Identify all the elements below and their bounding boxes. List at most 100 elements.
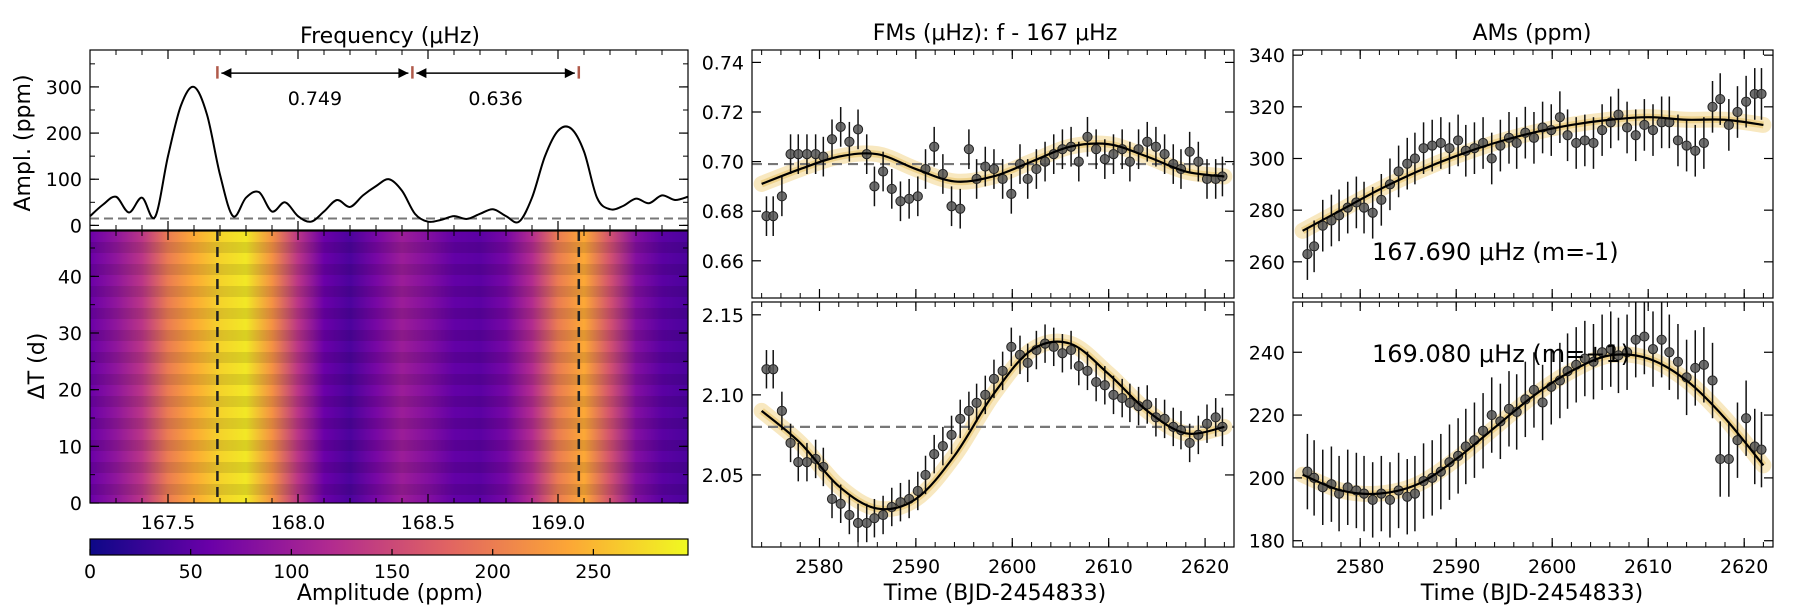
- panel-frame: [751, 49, 1235, 299]
- data-point: [776, 405, 787, 416]
- panel-heatmap: 0 10 20 30 40 167.5 168.0 168.5 169.0: [58, 230, 689, 534]
- y-tick-label: 0.70: [702, 152, 744, 174]
- data-point: [869, 513, 880, 524]
- x-tick-label: 2610: [1085, 556, 1133, 578]
- data-point: [971, 397, 982, 408]
- spacing-label-2: 0.636: [468, 88, 522, 110]
- data-point: [852, 517, 864, 529]
- data-point: [1588, 137, 1599, 149]
- data-point: [1184, 437, 1195, 449]
- data-point: [1741, 413, 1752, 424]
- y-tick-label: 100: [46, 169, 82, 191]
- data-point: [1537, 397, 1548, 408]
- colorbar-tick-label: 100: [273, 561, 309, 583]
- data-point: [1309, 241, 1320, 252]
- y-tick-label: 300: [1249, 149, 1285, 171]
- data-point: [1528, 132, 1540, 143]
- data-point: [861, 517, 872, 529]
- model-band: [1294, 346, 1772, 502]
- data-point: [776, 191, 787, 202]
- x-tick-label: 168.0: [271, 512, 325, 534]
- arrow-head-left: [221, 68, 232, 79]
- arrow-head-right: [564, 68, 575, 79]
- data-point: [1409, 488, 1421, 499]
- data-point: [1409, 153, 1421, 164]
- x-tick-label: 2580: [795, 556, 843, 578]
- panel-fm-bottom: 2.05 2.10 2.15 2580 2590 2600 2610 2620: [702, 301, 1235, 578]
- plot-area: [1294, 68, 1772, 280]
- data-point: [1108, 149, 1119, 160]
- data-point: [1486, 409, 1497, 421]
- data-point: [1605, 344, 1616, 355]
- data-point: [1201, 418, 1213, 429]
- data-point: [1142, 136, 1153, 147]
- data-point: [1715, 93, 1726, 105]
- y-tick-label: 0.68: [702, 201, 744, 223]
- data-point: [1358, 202, 1370, 213]
- data-point: [997, 365, 1008, 376]
- data-point: [1444, 143, 1455, 154]
- data-point: [1065, 344, 1077, 356]
- panel-fm-top: 0.66 0.68 0.70 0.72 0.74: [702, 49, 1235, 299]
- panel-am-top: 260 280 300 320 340: [1249, 45, 1774, 299]
- data-point: [1486, 153, 1497, 164]
- data-point: [929, 449, 940, 460]
- plot-area: [752, 107, 1234, 236]
- data-point: [1006, 341, 1017, 352]
- data-point: [801, 457, 813, 468]
- y-tick-label: 220: [1249, 405, 1285, 427]
- data-point: [988, 163, 1000, 175]
- data-point: [1006, 188, 1017, 199]
- data-point: [1031, 163, 1042, 175]
- data-point: [1664, 347, 1675, 358]
- data-point: [1022, 173, 1033, 185]
- panel-colorbar: 0 50 100 150 200 250: [84, 538, 689, 583]
- y-tick-label: 30: [58, 323, 82, 345]
- y-tick-label: 2.05: [702, 465, 744, 487]
- x-tick-label: 2590: [1432, 556, 1480, 578]
- model-band: [753, 333, 1233, 518]
- data-point: [1150, 141, 1162, 152]
- data-point: [826, 134, 838, 145]
- y-tick-label: 300: [46, 77, 82, 99]
- data-point: [1099, 154, 1110, 165]
- y-tick-label: 0.74: [702, 52, 744, 74]
- x-tick-label: 167.5: [141, 512, 195, 534]
- data-point: [1630, 130, 1641, 141]
- heatmap-frame: [89, 230, 689, 504]
- data-point: [1193, 156, 1204, 167]
- y-tick-label: 240: [1249, 342, 1285, 364]
- y-tick-label: 320: [1249, 97, 1285, 119]
- x-tick-label: 2620: [1720, 556, 1768, 578]
- data-point: [801, 149, 813, 160]
- xlabel-colorbar: Amplitude (ppm): [297, 581, 483, 606]
- x-tick-label: 2590: [892, 556, 940, 578]
- ylabel-heatmap: ΔT (d): [25, 333, 50, 400]
- spacing-label-1: 0.749: [288, 88, 342, 110]
- data-point: [1647, 344, 1659, 355]
- data-point: [1756, 444, 1767, 455]
- data-point: [997, 173, 1008, 185]
- data-point: [920, 469, 931, 481]
- data-point: [1639, 119, 1650, 131]
- data-point: [1117, 392, 1128, 404]
- data-point: [1707, 101, 1718, 112]
- data-point: [1082, 365, 1093, 376]
- data-point: [835, 121, 846, 132]
- xlabel-fm: Time (BJD-2454833): [883, 581, 1106, 606]
- data-point: [844, 509, 855, 521]
- data-point: [852, 124, 864, 135]
- y-tick-label: 0.66: [702, 251, 744, 273]
- y-tick-label: 260: [1249, 252, 1285, 274]
- data-point: [937, 441, 948, 452]
- data-point: [980, 161, 991, 172]
- data-point: [1630, 334, 1641, 345]
- data-point: [1562, 130, 1573, 141]
- colorbar: [89, 538, 689, 556]
- panel-spectrum: 0 100 200 300: [46, 49, 689, 237]
- data-point: [1402, 158, 1413, 169]
- x-tick-label: 2600: [1528, 556, 1576, 578]
- data-point: [1672, 135, 1684, 146]
- model-band-core: [1301, 350, 1767, 498]
- data-point: [1756, 88, 1767, 100]
